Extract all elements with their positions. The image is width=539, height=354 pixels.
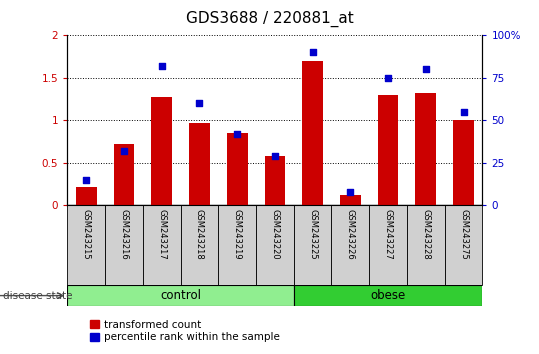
FancyBboxPatch shape — [256, 205, 294, 285]
Bar — [76, 187, 96, 205]
Point — [346, 189, 355, 195]
Point — [384, 75, 392, 81]
Text: GSM243219: GSM243219 — [233, 209, 241, 260]
FancyBboxPatch shape — [218, 205, 256, 285]
FancyBboxPatch shape — [294, 285, 482, 306]
Text: control: control — [160, 289, 201, 302]
Bar — [340, 195, 361, 205]
Point — [233, 131, 241, 137]
Point — [271, 153, 279, 159]
Text: GSM243228: GSM243228 — [421, 209, 430, 260]
Bar — [151, 97, 172, 205]
FancyBboxPatch shape — [369, 205, 407, 285]
Point — [421, 67, 430, 72]
Bar — [378, 95, 398, 205]
Bar — [302, 61, 323, 205]
Text: GSM243215: GSM243215 — [82, 209, 91, 260]
Text: GSM243225: GSM243225 — [308, 209, 317, 260]
Text: GSM243220: GSM243220 — [271, 209, 279, 260]
Text: GSM243227: GSM243227 — [384, 209, 392, 260]
Text: GSM243216: GSM243216 — [120, 209, 128, 260]
Text: GDS3688 / 220881_at: GDS3688 / 220881_at — [185, 11, 354, 27]
Bar — [189, 123, 210, 205]
Text: GSM243226: GSM243226 — [346, 209, 355, 260]
Point — [120, 148, 128, 154]
FancyBboxPatch shape — [67, 205, 105, 285]
FancyBboxPatch shape — [294, 205, 331, 285]
Text: GSM243217: GSM243217 — [157, 209, 166, 260]
Point — [308, 50, 317, 55]
FancyBboxPatch shape — [105, 205, 143, 285]
Bar — [265, 156, 285, 205]
Point — [82, 177, 91, 183]
Text: GSM243218: GSM243218 — [195, 209, 204, 260]
Bar — [416, 93, 436, 205]
Bar — [227, 133, 247, 205]
Point — [459, 109, 468, 115]
Legend: transformed count, percentile rank within the sample: transformed count, percentile rank withi… — [89, 319, 281, 343]
Bar — [114, 144, 134, 205]
FancyBboxPatch shape — [445, 205, 482, 285]
FancyBboxPatch shape — [67, 285, 294, 306]
Bar — [453, 120, 474, 205]
Point — [195, 101, 204, 106]
FancyBboxPatch shape — [181, 205, 218, 285]
FancyBboxPatch shape — [331, 205, 369, 285]
FancyBboxPatch shape — [407, 205, 445, 285]
Text: obese: obese — [370, 289, 406, 302]
Text: disease state: disease state — [3, 291, 72, 301]
FancyBboxPatch shape — [143, 205, 181, 285]
Text: GSM243275: GSM243275 — [459, 209, 468, 260]
Point — [157, 63, 166, 69]
